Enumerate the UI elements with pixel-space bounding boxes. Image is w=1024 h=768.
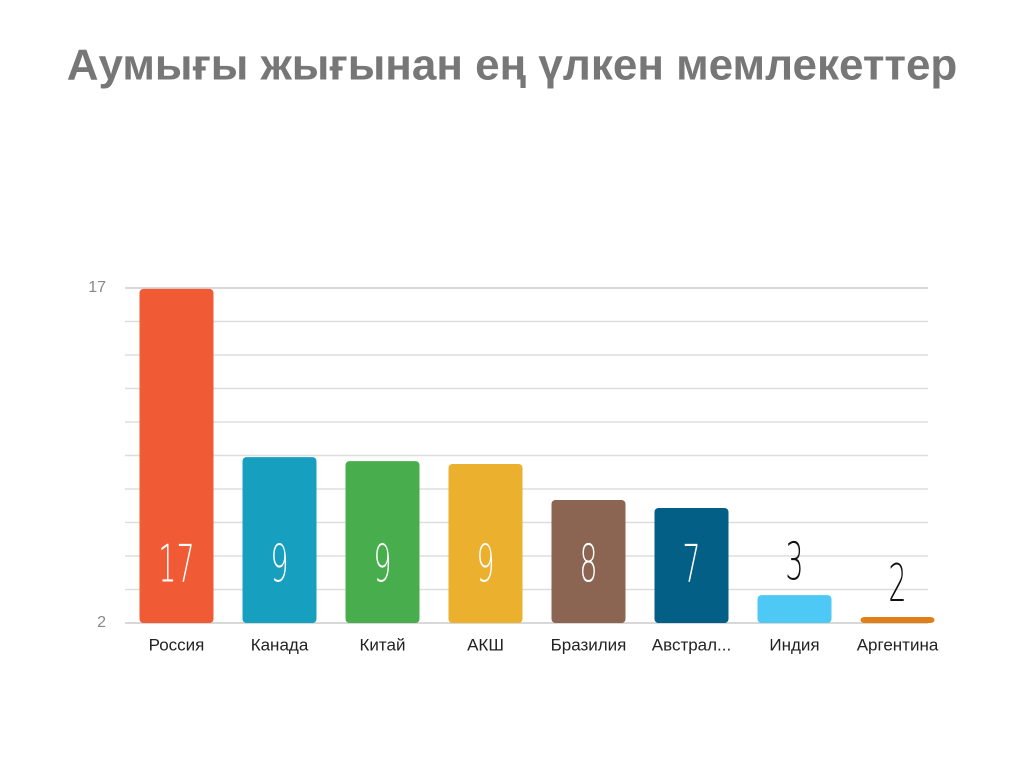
bar	[448, 463, 523, 623]
y-tick-label: 2	[97, 614, 106, 631]
value-label: 9	[373, 533, 391, 594]
bar	[654, 507, 729, 623]
bar	[139, 288, 214, 623]
value-label: 17	[158, 533, 194, 594]
x-tick-label: Индия	[769, 635, 819, 654]
bar	[757, 595, 832, 623]
value-label: 3	[785, 531, 803, 592]
x-tick-label: Австрал...	[652, 635, 731, 654]
x-tick-label: Бразилия	[551, 635, 627, 654]
x-tick-label: Китай	[360, 635, 406, 654]
bar	[242, 457, 317, 623]
chart-title: Аумығы жығынан ең үлкен мемлекеттер	[67, 41, 958, 90]
value-label: 8	[579, 533, 597, 594]
value-label: 9	[476, 533, 494, 594]
y-tick-label: 17	[88, 279, 106, 296]
x-tick-label: АКШ	[467, 635, 504, 654]
x-tick-label: Канада	[251, 635, 309, 654]
bar	[551, 499, 626, 623]
x-tick-label: Аргентина	[857, 635, 939, 654]
value-label: 7	[682, 533, 700, 594]
x-tick-label: Россия	[149, 635, 205, 654]
value-label: 2	[888, 553, 906, 614]
bar	[860, 616, 935, 623]
value-label: 9	[270, 533, 288, 594]
bar	[345, 461, 420, 623]
